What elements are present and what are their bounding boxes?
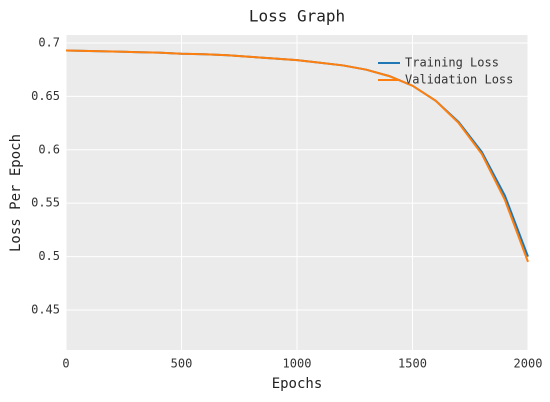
y-tick-label: 0.6	[38, 142, 60, 156]
x-tick-label: 1000	[283, 357, 312, 371]
legend-label: Validation Loss	[405, 73, 513, 87]
series-line	[65, 49, 529, 263]
x-tick-label: 500	[171, 357, 193, 371]
y-axis-label: Loss Per Epoch	[8, 134, 24, 252]
x-tick-label: 1500	[398, 357, 427, 371]
legend: Training Loss Validation Loss	[378, 56, 513, 87]
y-tick-label: 0.7	[38, 36, 60, 50]
y-tick-label: 0.5	[38, 249, 60, 263]
legend-label: Training Loss	[405, 56, 499, 70]
y-tick-label: 0.45	[31, 302, 60, 316]
y-tick-label: 0.65	[31, 89, 60, 103]
x-tick-label: 0	[62, 357, 69, 371]
y-tick-label: 0.55	[31, 196, 60, 210]
chart-title: Loss Graph	[249, 7, 345, 26]
x-tick-label: 2000	[514, 357, 543, 371]
x-axis-label: Epochs	[272, 376, 323, 392]
